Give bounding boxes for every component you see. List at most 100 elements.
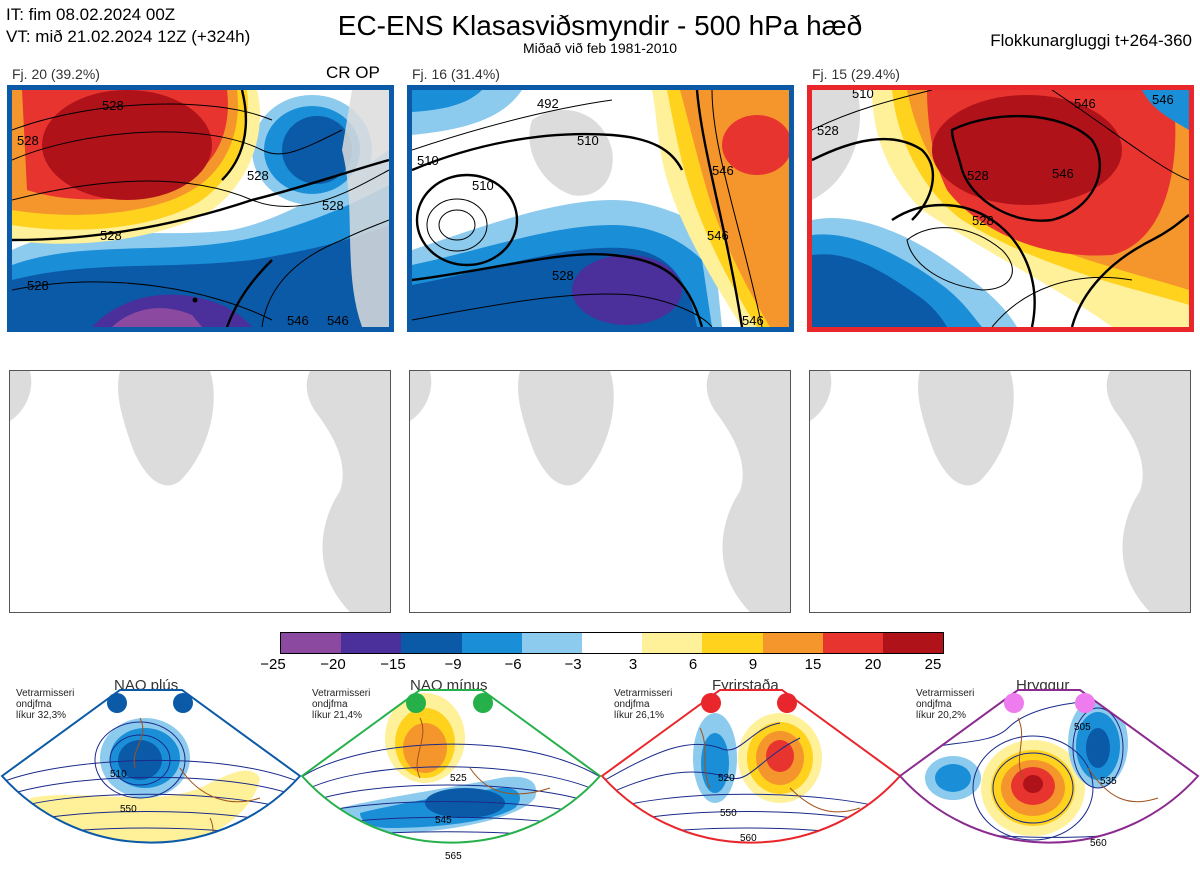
regime-1-contour-label: 510: [110, 769, 127, 780]
regime-map-1[interactable]: 510 550: [0, 688, 302, 871]
colorbar-segment: [581, 633, 643, 653]
colorbar-tick: −9: [444, 656, 462, 673]
regime-4-contour-label: 535: [1100, 776, 1117, 787]
colorbar-segment: [822, 633, 883, 653]
panel-1-contour-label: 546: [327, 313, 349, 327]
regime-4-marker-left: [1004, 693, 1024, 713]
colorbar-tick: −3: [564, 656, 582, 673]
panel-1-contour-label: 528: [17, 133, 39, 148]
panel-1-label: Fj. 20 (39.2%): [12, 66, 100, 82]
colorbar-segment: [702, 633, 763, 653]
colorbar-segment: [341, 633, 402, 653]
regime-4-note-line: líkur 20,2%: [916, 710, 967, 721]
regime-3-note: Vetrarmisseri ondjfma líkur 26,1%: [614, 688, 672, 721]
panel-2-contour-label: 546: [707, 228, 729, 243]
empty-map-3-graphic: [810, 371, 1190, 612]
regime-2-marker-left: [406, 693, 426, 713]
cluster-panel-1[interactable]: 528 528 528 528 528 528 546 546: [7, 85, 394, 332]
valid-time: VT: mið 21.02.2024 12Z (+324h): [6, 27, 251, 46]
page-title: EC-ENS Klasasviðsmyndir - 500 hPa hæð: [337, 10, 863, 41]
regime-2-note-line: ondjfma: [312, 699, 348, 710]
colorbar-segment: [642, 633, 703, 653]
panel-2-contour-label: 528: [552, 268, 574, 283]
colorbar: [280, 632, 944, 654]
regime-1-note-line: Vetrarmisseri: [16, 688, 75, 699]
empty-map-2[interactable]: [409, 370, 791, 613]
regime-1-contour-label: 550: [120, 804, 137, 815]
colorbar-segment: [762, 633, 823, 653]
regime-3-note-line: líkur 26,1%: [614, 710, 665, 721]
panel-2-contour-label: 510: [417, 153, 439, 168]
regime-2-contour-label: 545: [435, 815, 452, 826]
regime-2-note-line: Vetrarmisseri: [312, 688, 371, 699]
cluster-map-2: 492 510 510 510 528 546 546 546: [412, 90, 789, 327]
colorbar-segment: [461, 633, 522, 653]
regime-3-contour-label: 520: [718, 773, 735, 784]
regime-3-contour-label: 550: [720, 808, 737, 819]
regime-1-marker-left: [107, 693, 127, 713]
panel-1-contour-label: 528: [247, 168, 269, 183]
panel-1-badge: CR OP: [326, 63, 380, 82]
colorbar-tick: 15: [804, 656, 822, 673]
empty-map-1[interactable]: [9, 370, 391, 613]
panel-2-contour-label: 546: [742, 313, 764, 327]
panel-2-contour-label: 510: [577, 133, 599, 148]
colorbar-tick: −20: [320, 656, 346, 673]
regime-2-contour-label: 565: [445, 851, 462, 862]
colorbar-segment: [521, 633, 582, 653]
panel-3-label: Fj. 15 (29.4%): [812, 66, 900, 82]
regime-3-contour-label: 560: [740, 833, 757, 844]
regime-3-marker-right: [777, 693, 797, 713]
regime-1-note: Vetrarmisseri ondjfma líkur 32,3%: [16, 688, 74, 721]
regime-1-marker-right: [173, 693, 193, 713]
colorbar-tick: −15: [380, 656, 406, 673]
colorbar-tick: −25: [260, 656, 286, 673]
colorbar-tick: −6: [504, 656, 522, 673]
regime-4-marker-right: [1075, 693, 1095, 713]
panel-1-contour-label: 528: [100, 228, 122, 243]
panel-3-contour-label: 528: [972, 213, 994, 228]
panel-3-contour-label: 546: [1074, 96, 1096, 111]
empty-map-2-graphic: [410, 371, 790, 612]
colorbar-tick: 25: [924, 656, 942, 673]
regime-4-note-line: Vetrarmisseri: [916, 688, 975, 699]
regime-2-note: Vetrarmisseri ondjfma líkur 21,4%: [312, 688, 370, 721]
cluster-panel-2[interactable]: 492 510 510 510 528 546 546 546: [407, 85, 794, 332]
panel-3-contour-label: 528: [967, 168, 989, 183]
regime-2-note-line: líkur 21,4%: [312, 710, 363, 721]
panel-1-contour-label: 528: [102, 98, 124, 113]
init-time: IT: fim 08.02.2024 00Z: [6, 5, 176, 24]
colorbar-tick: 9: [748, 656, 758, 673]
panel-2-contour-label: 492: [537, 96, 559, 111]
panel-3-contour-label: 528: [817, 123, 839, 138]
regime-map-3[interactable]: 520 550 560: [600, 688, 902, 871]
panel-1-contour-label: 528: [27, 278, 49, 293]
cluster-panel-3[interactable]: 510 528 528 528 546 546 546: [807, 85, 1194, 332]
empty-map-3[interactable]: [809, 370, 1191, 613]
regime-3-note-line: Vetrarmisseri: [614, 688, 673, 699]
regime-2-marker-right: [473, 693, 493, 713]
regime-4-contour-label: 505: [1074, 722, 1091, 733]
regime-3-note-line: ondjfma: [614, 699, 650, 710]
panel-1-contour-label: 528: [322, 198, 344, 213]
panel-2-label: Fj. 16 (31.4%): [412, 66, 500, 82]
panel-1-contour-label: 546: [287, 313, 309, 327]
panel-2-contour-label: 510: [472, 178, 494, 193]
colorbar-segment: [401, 633, 462, 653]
empty-map-1-graphic: [10, 371, 390, 612]
regime-map-4[interactable]: 505 535 560: [898, 688, 1200, 871]
classification-window: Flokkunargluggi t+264-360: [990, 31, 1192, 50]
colorbar-segment: [882, 633, 944, 653]
colorbar-tick: 6: [688, 656, 698, 673]
regime-2-contour-label: 525: [450, 773, 467, 784]
colorbar-segment: [281, 633, 342, 653]
colorbar-tick: 3: [628, 656, 638, 673]
panel-3-contour-label: 546: [1052, 166, 1074, 181]
panel-3-contour-label: 510: [852, 90, 874, 101]
regime-4-note-line: ondjfma: [916, 699, 952, 710]
panel-2-contour-label: 546: [712, 163, 734, 178]
regime-4-contour-label: 560: [1090, 838, 1107, 849]
regime-3-marker-left: [701, 693, 721, 713]
regime-map-2[interactable]: 525 545 565: [300, 688, 602, 871]
panel-3-contour-label: 546: [1152, 92, 1174, 107]
